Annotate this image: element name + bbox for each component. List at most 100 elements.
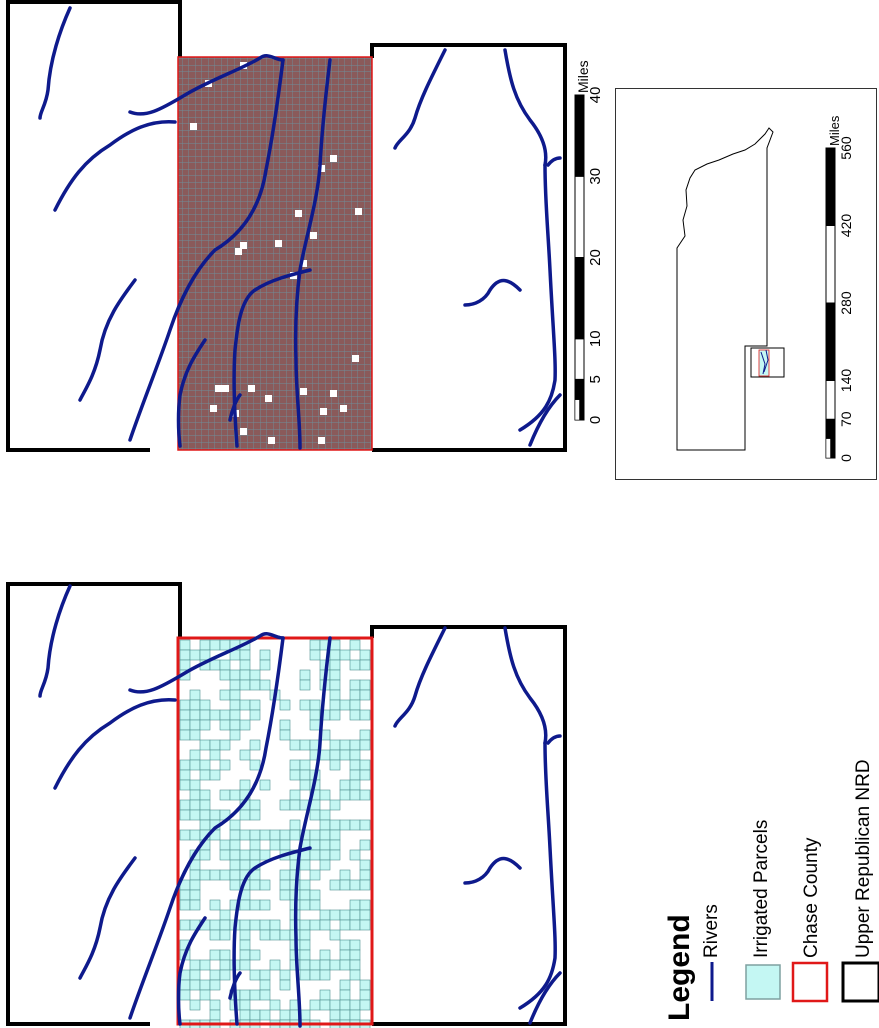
- river-line: [518, 741, 557, 1010]
- irrigated-parcel: [339, 869, 351, 881]
- irrigated-parcel: [179, 699, 191, 711]
- irrigated-parcel: [239, 989, 251, 1001]
- parcel-gap: [340, 405, 347, 412]
- irrigated-parcel: [249, 899, 261, 911]
- irrigated-parcel: [249, 739, 261, 751]
- parcel-gap: [268, 437, 275, 444]
- irrigated-parcel: [329, 679, 341, 691]
- irrigated-parcel: [219, 759, 231, 771]
- irrigated-parcel: [239, 959, 251, 971]
- irrigated-parcel: [359, 859, 371, 871]
- river-line: [78, 278, 137, 402]
- irrigated-parcel: [259, 899, 271, 911]
- irrigated-parcel: [299, 739, 311, 751]
- irrigated-parcel: [359, 899, 371, 911]
- irrigated-parcel: [349, 969, 361, 981]
- irrigated-parcel: [309, 849, 321, 861]
- irrigated-parcel: [299, 949, 311, 961]
- irrigated-parcel: [339, 749, 351, 761]
- irrigated-parcel: [189, 959, 201, 971]
- irrigated-parcel: [239, 749, 251, 761]
- irrigated-parcel: [289, 799, 301, 811]
- irrigated-parcel: [229, 879, 241, 891]
- irrigated-parcel: [199, 869, 211, 881]
- irrigated-parcel: [349, 679, 361, 691]
- irrigated-parcel: [319, 849, 331, 861]
- irrigated-parcel: [339, 909, 351, 921]
- irrigated-parcel: [209, 869, 221, 881]
- irrigated-parcel: [309, 649, 321, 661]
- irrigated-parcel: [249, 679, 261, 691]
- irrigated-parcel: [179, 649, 191, 661]
- river-line: [38, 6, 72, 120]
- scale-tick-label: 140: [838, 369, 854, 393]
- irrigated-parcel: [349, 939, 361, 951]
- irrigated-parcel: [289, 769, 301, 781]
- irrigated-parcel: [219, 789, 231, 801]
- irrigated-parcel: [319, 949, 331, 961]
- irrigated-parcel: [349, 789, 361, 801]
- irrigated-parcel: [299, 959, 311, 971]
- irrigated-parcel: [259, 1009, 271, 1021]
- irrigated-parcel: [239, 779, 251, 791]
- irrigated-parcel: [259, 929, 271, 941]
- river-line: [228, 971, 242, 1000]
- parcel-gap: [300, 388, 307, 395]
- irrigated-parcel: [279, 729, 291, 741]
- irrigated-parcel: [219, 839, 231, 851]
- irrigated-parcel: [249, 849, 261, 861]
- river-line: [463, 856, 522, 885]
- irrigated-parcel: [179, 889, 191, 901]
- irrigated-parcel: [219, 719, 231, 731]
- irrigated-parcel: [349, 919, 361, 931]
- legend-title: Legend: [663, 914, 696, 1021]
- irrigated-parcel: [329, 749, 341, 761]
- irrigated-parcel: [349, 639, 361, 651]
- irrigated-parcel: [199, 699, 211, 711]
- irrigated-parcel: [219, 669, 231, 681]
- irrigated-parcel: [359, 999, 371, 1011]
- irrigated-parcel: [209, 929, 221, 941]
- irrigated-parcel: [249, 759, 261, 771]
- irrigated-parcel: [249, 919, 261, 931]
- irrigated-parcel: [249, 1009, 261, 1021]
- irrigated-parcel: [279, 889, 291, 901]
- irrigated-parcel: [319, 999, 331, 1011]
- irrigated-parcel: [349, 899, 361, 911]
- parcel-gap: [240, 242, 247, 249]
- irrigated-parcel: [249, 949, 261, 961]
- irrigated-parcel: [229, 679, 241, 691]
- river-line: [546, 156, 562, 167]
- river-line: [128, 632, 285, 694]
- irrigated-parcel: [209, 1009, 221, 1021]
- irrigated-parcel: [339, 989, 351, 1001]
- irrigated-parcel: [359, 739, 371, 751]
- irrigated-parcel: [249, 809, 261, 821]
- irrigated-parcel: [189, 689, 201, 701]
- river-line: [128, 636, 285, 1020]
- fill-icon: [745, 964, 781, 1000]
- irrigated-parcel: [209, 809, 221, 821]
- irrigated-parcel: [329, 659, 341, 671]
- parcel-gap: [215, 385, 222, 392]
- scale-segment: [574, 175, 585, 258]
- irrigated-parcel: [349, 819, 361, 831]
- irrigated-parcel: [239, 929, 251, 941]
- irrigated-parcel: [219, 959, 231, 971]
- irrigated-parcel: [349, 709, 361, 721]
- irrigated-parcel: [239, 849, 251, 861]
- irrigated-parcel: [259, 989, 271, 1001]
- irrigated-parcel: [229, 829, 241, 841]
- red-outline-icon: [791, 961, 829, 1003]
- irrigated-parcel: [239, 939, 251, 951]
- map-panel-bottom: [6, 582, 567, 1028]
- irrigated-parcel: [219, 949, 231, 961]
- irrigated-parcel: [189, 759, 201, 771]
- irrigated-parcel: [239, 919, 251, 931]
- parcel-gap: [318, 437, 325, 444]
- irrigated-parcel: [309, 869, 321, 881]
- irrigated-parcel: [179, 979, 191, 991]
- irrigated-parcel: [209, 639, 221, 651]
- irrigated-parcel: [339, 959, 351, 971]
- irrigated-parcel: [299, 779, 311, 791]
